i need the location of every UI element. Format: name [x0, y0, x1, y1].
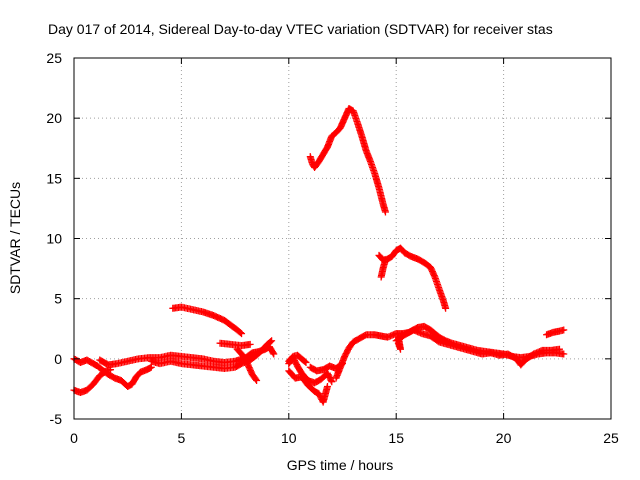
y-tick-label: 15 — [46, 170, 62, 186]
data-point — [268, 337, 276, 345]
series-arc-n — [285, 351, 310, 366]
y-tick-label: 0 — [54, 351, 62, 367]
y-axis-label: SDTVAR / TECUs — [7, 182, 23, 294]
data-point — [555, 345, 563, 353]
data-point — [246, 340, 254, 348]
data-point — [267, 338, 275, 346]
series-arc-b — [70, 355, 155, 391]
series-arc-r — [394, 333, 404, 353]
data-point — [560, 326, 568, 334]
x-tick-label: 5 — [178, 430, 186, 446]
series-arc-e — [233, 345, 261, 384]
series-arc-q — [377, 256, 389, 281]
data-series — [70, 105, 568, 406]
data-point — [252, 375, 260, 383]
data-point — [381, 208, 389, 216]
data-point — [302, 358, 310, 366]
y-tick-label: 5 — [54, 291, 62, 307]
y-tick-label: 20 — [46, 110, 62, 126]
data-point — [270, 350, 278, 358]
data-point — [236, 329, 244, 337]
x-tick-label: 0 — [70, 430, 78, 446]
x-tick-label: 20 — [496, 430, 512, 446]
data-point — [253, 376, 261, 384]
chart-title: Day 017 of 2014, Sidereal Day-to-day VTE… — [48, 21, 553, 37]
series-arc-m — [543, 326, 568, 339]
series-arc-i — [285, 367, 331, 406]
x-tick-label: 10 — [281, 430, 297, 446]
x-tick-label: 25 — [603, 430, 619, 446]
data-point — [442, 304, 450, 312]
data-point — [238, 330, 246, 338]
series-arc-g — [216, 339, 254, 350]
data-point — [328, 378, 336, 386]
series-arc-d — [147, 337, 276, 372]
axes: 0 5 10 15 20 25 -5 0 5 10 15 20 25 — [46, 50, 619, 446]
series-arc-c — [96, 343, 278, 369]
data-point — [107, 366, 115, 374]
x-tick-label: 15 — [388, 430, 404, 446]
data-point — [269, 349, 277, 357]
x-axis-label: GPS time / hours — [287, 457, 394, 473]
data-point — [327, 376, 335, 384]
data-point — [560, 350, 568, 358]
y-tick-label: -5 — [50, 411, 63, 427]
data-point — [394, 333, 402, 341]
data-point — [147, 363, 155, 371]
data-point — [381, 256, 389, 264]
series-arc-f — [169, 303, 246, 338]
data-point — [301, 358, 309, 366]
y-tick-label: 10 — [46, 231, 62, 247]
y-tick-label: 25 — [46, 50, 62, 66]
data-point — [323, 383, 331, 391]
series-arc-o — [306, 105, 389, 216]
series-arc-p — [375, 244, 450, 312]
